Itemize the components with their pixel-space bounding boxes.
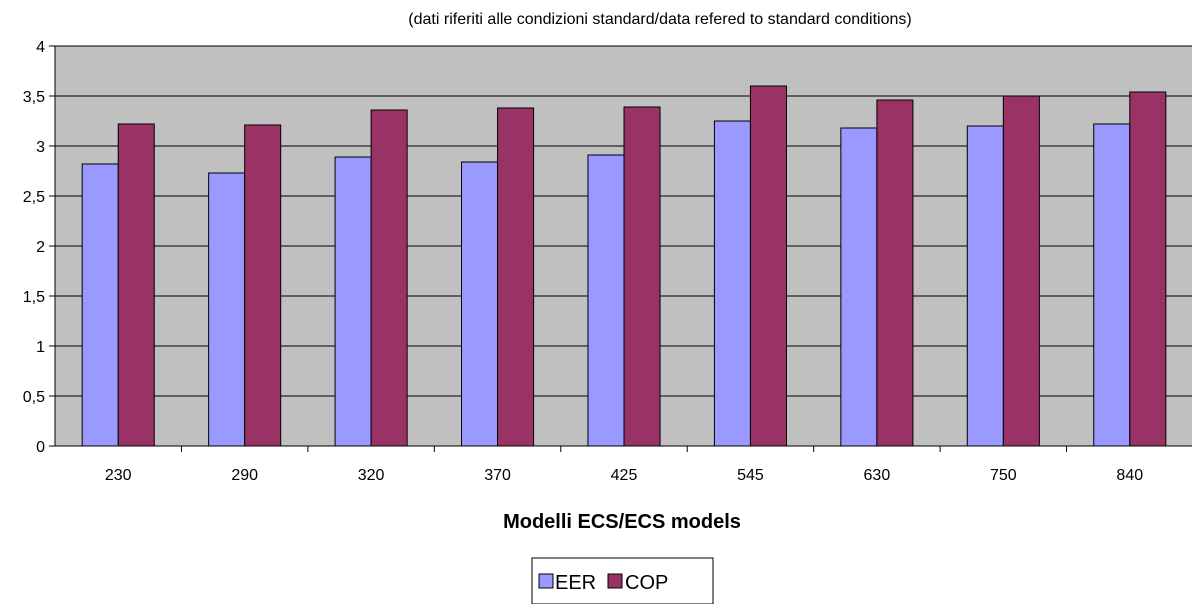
y-tick-label: 2,5 — [23, 189, 45, 206]
bar-cop-840 — [1129, 91, 1167, 447]
bar-cop-230 — [117, 123, 155, 447]
x-tick-label: 230 — [105, 467, 132, 484]
bar-cop-425 — [623, 106, 661, 447]
x-tick-label: 750 — [990, 467, 1017, 484]
bar-eer-750 — [966, 125, 1004, 447]
chart-subtitle: (dati riferiti alle condizioni standard/… — [408, 11, 911, 28]
bar-eer-840 — [1093, 123, 1131, 447]
bar-eer-630 — [840, 127, 878, 447]
bar-cop-370 — [497, 107, 535, 447]
y-tick-label: 1,5 — [23, 289, 45, 306]
legend: EER COP — [531, 557, 714, 604]
bar-cop-290 — [244, 124, 282, 447]
y-tick-label: 4 — [36, 39, 45, 56]
bar-cop-320 — [370, 109, 408, 447]
x-tick-label: 425 — [611, 467, 638, 484]
plot-area: 0 0,5 1 1,5 2 2,5 3 3,5 4 230 290 320 370 425 545 630 75… — [23, 39, 1192, 484]
bar-cop-750 — [1002, 95, 1040, 447]
bar-eer-425 — [587, 154, 625, 447]
legend-label-cop: COP — [625, 572, 668, 594]
x-tick-label: 545 — [737, 467, 764, 484]
y-tick-label: 0 — [36, 439, 45, 456]
bar-cop-630 — [876, 99, 914, 447]
legend-label-eer: EER — [555, 572, 596, 594]
bar-eer-230 — [81, 163, 119, 447]
x-tick-label: 320 — [358, 467, 385, 484]
y-tick-label: 3 — [36, 139, 45, 156]
bar-cop-545 — [749, 85, 787, 447]
y-tick-label: 0,5 — [23, 389, 45, 406]
x-tick-label: 290 — [231, 467, 258, 484]
bar-eer-545 — [713, 120, 751, 447]
x-tick-label: 370 — [484, 467, 511, 484]
y-tick-label: 3,5 — [23, 89, 45, 106]
bar-eer-290 — [208, 172, 246, 447]
bar-eer-320 — [334, 156, 372, 447]
x-axis-title: Modelli ECS/ECS models — [503, 511, 741, 533]
x-tick-label: 630 — [864, 467, 891, 484]
legend-swatch-cop — [607, 573, 623, 589]
legend-swatch-eer — [538, 573, 554, 589]
y-tick-label: 1 — [36, 339, 45, 356]
bar-eer-370 — [461, 161, 499, 447]
y-tick-label: 2 — [36, 239, 45, 256]
x-tick-label: 840 — [1116, 467, 1143, 484]
